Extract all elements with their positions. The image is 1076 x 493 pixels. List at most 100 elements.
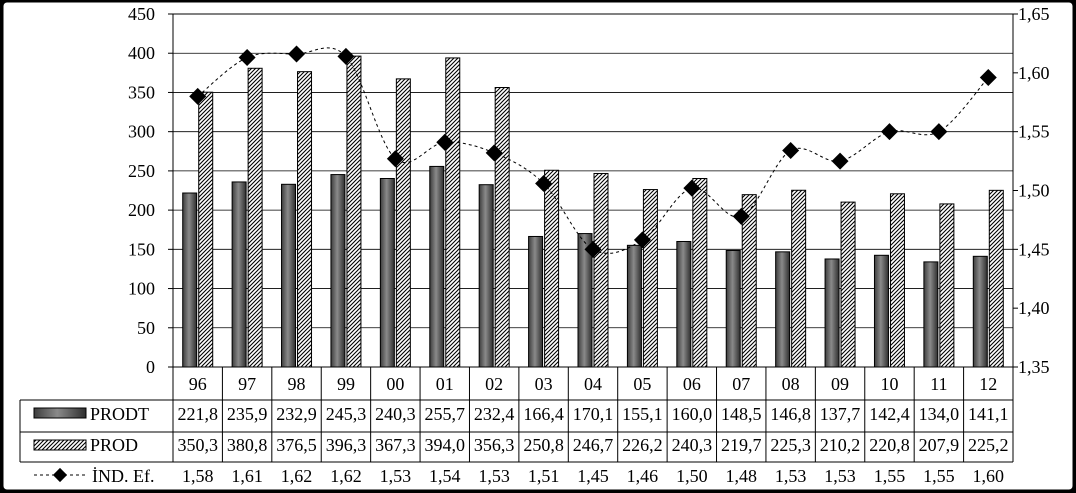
bar-prodt: [182, 192, 198, 368]
table-cell: 1,50: [676, 466, 708, 486]
table-cell: 376,5: [276, 435, 317, 455]
y2-tick-label: 1,35: [1018, 357, 1050, 377]
table-cell: 134,0: [919, 404, 960, 424]
x-tick-label: 05: [633, 374, 651, 394]
table-cell: 220,8: [869, 435, 910, 455]
y2-tick-label: 1,60: [1018, 63, 1050, 83]
x-tick-label: 03: [535, 374, 553, 394]
legend-key-prod: [33, 439, 87, 451]
bar-prodt: [873, 254, 889, 368]
x-tick-label: 08: [782, 374, 800, 394]
table-cell: 170,1: [573, 404, 614, 424]
bar-prodt: [478, 184, 494, 368]
table-cell: 356,3: [474, 435, 515, 455]
table-cell: 1,62: [330, 466, 362, 486]
bar-prod: [297, 71, 313, 368]
marker-ind-ef: [831, 152, 849, 170]
y2-tick-label: 1,40: [1018, 298, 1050, 318]
marker-ind-ef: [683, 179, 701, 197]
y-tick-label: 100: [128, 279, 155, 299]
table-cell: 245,3: [326, 404, 367, 424]
table-cell: 225,2: [968, 435, 1009, 455]
bar-prod: [494, 87, 510, 368]
y2-tick-label: 1,55: [1018, 122, 1050, 142]
table-cell: 232,9: [276, 404, 317, 424]
x-tick-label: 06: [683, 374, 701, 394]
table-cell: 1,55: [874, 466, 906, 486]
table-cell: 226,2: [622, 435, 663, 455]
marker-ind-ef: [386, 150, 404, 168]
bar-prodt: [528, 235, 544, 368]
table-cell: 250,8: [523, 435, 564, 455]
y-tick-label: 350: [128, 82, 155, 102]
x-tick-label: 07: [732, 374, 750, 394]
bar-prod: [198, 91, 214, 368]
table-cell: 240,3: [375, 404, 416, 424]
table-cell: 207,9: [919, 435, 960, 455]
marker-ind-ef: [782, 142, 800, 159]
x-tick-label: 04: [584, 374, 602, 394]
x-tick-label: 00: [386, 374, 404, 394]
y-tick-label: 150: [128, 239, 155, 259]
table-cell: 1,51: [528, 466, 560, 486]
table-cell: 1,62: [281, 466, 313, 486]
table-cell: 240,3: [672, 435, 713, 455]
table-cell: 235,9: [227, 404, 268, 424]
y2-tick-label: 1,50: [1018, 181, 1050, 201]
marker-ind-ef: [732, 207, 750, 225]
marker-ind-ef: [189, 87, 207, 105]
table-cell: 1,53: [824, 466, 856, 486]
legend-key-ind-marker: [52, 467, 68, 483]
table-cell: 380,8: [227, 435, 268, 455]
bar-prod: [988, 189, 1004, 368]
table-cell: 1,54: [429, 466, 461, 486]
legend-key-prodt: [33, 407, 87, 419]
bar-prod: [939, 203, 955, 368]
table-cell: 225,3: [770, 435, 811, 455]
bar-prod: [544, 169, 560, 368]
table-cell: 350,3: [177, 435, 218, 455]
line-ind-ef: [197, 47, 989, 254]
table-cell: 1,46: [627, 466, 659, 486]
table-cell: 166,4: [523, 404, 564, 424]
bar-prodt: [676, 240, 692, 368]
x-tick-label: 98: [288, 374, 306, 394]
table-cell: 1,45: [577, 466, 609, 486]
table-cell: 148,5: [721, 404, 762, 424]
x-tick-label: 96: [189, 374, 207, 394]
bar-prodt: [379, 177, 395, 368]
table-cell: 142,4: [869, 404, 910, 424]
y-tick-label: 400: [128, 43, 155, 63]
table-cell: 160,0: [672, 404, 713, 424]
bar-prod: [791, 189, 807, 368]
table-cell: 1,53: [775, 466, 807, 486]
bar-prodt: [281, 183, 297, 368]
bar-prod: [889, 193, 905, 368]
table-cell: 1,61: [231, 466, 263, 486]
bar-prodt: [775, 251, 791, 368]
table-cell: 1,48: [725, 466, 757, 486]
bar-prod: [840, 201, 856, 368]
y-tick-label: 200: [128, 200, 155, 220]
bar-prod: [395, 78, 411, 368]
bar-prodt: [626, 244, 642, 368]
y-tick-label: 50: [137, 318, 155, 338]
bar-prod: [247, 67, 263, 368]
bar-prodt: [824, 258, 840, 368]
bar-prod: [642, 189, 658, 368]
table-cell: 1,53: [478, 466, 510, 486]
table-cell: 1,53: [380, 466, 412, 486]
bar-prodt: [725, 250, 741, 368]
x-tick-label: 99: [337, 374, 355, 394]
legend-label-prod: PROD: [90, 435, 138, 455]
table-cell: 396,3: [326, 435, 367, 455]
bar-prodt: [972, 255, 988, 368]
x-tick-label: 10: [880, 374, 898, 394]
legend-label-prodt: PRODT: [90, 404, 149, 424]
table-cell: 1,55: [923, 466, 955, 486]
marker-ind-ef: [436, 133, 454, 151]
bar-prodt: [429, 165, 445, 368]
table-cell: 210,2: [820, 435, 861, 455]
